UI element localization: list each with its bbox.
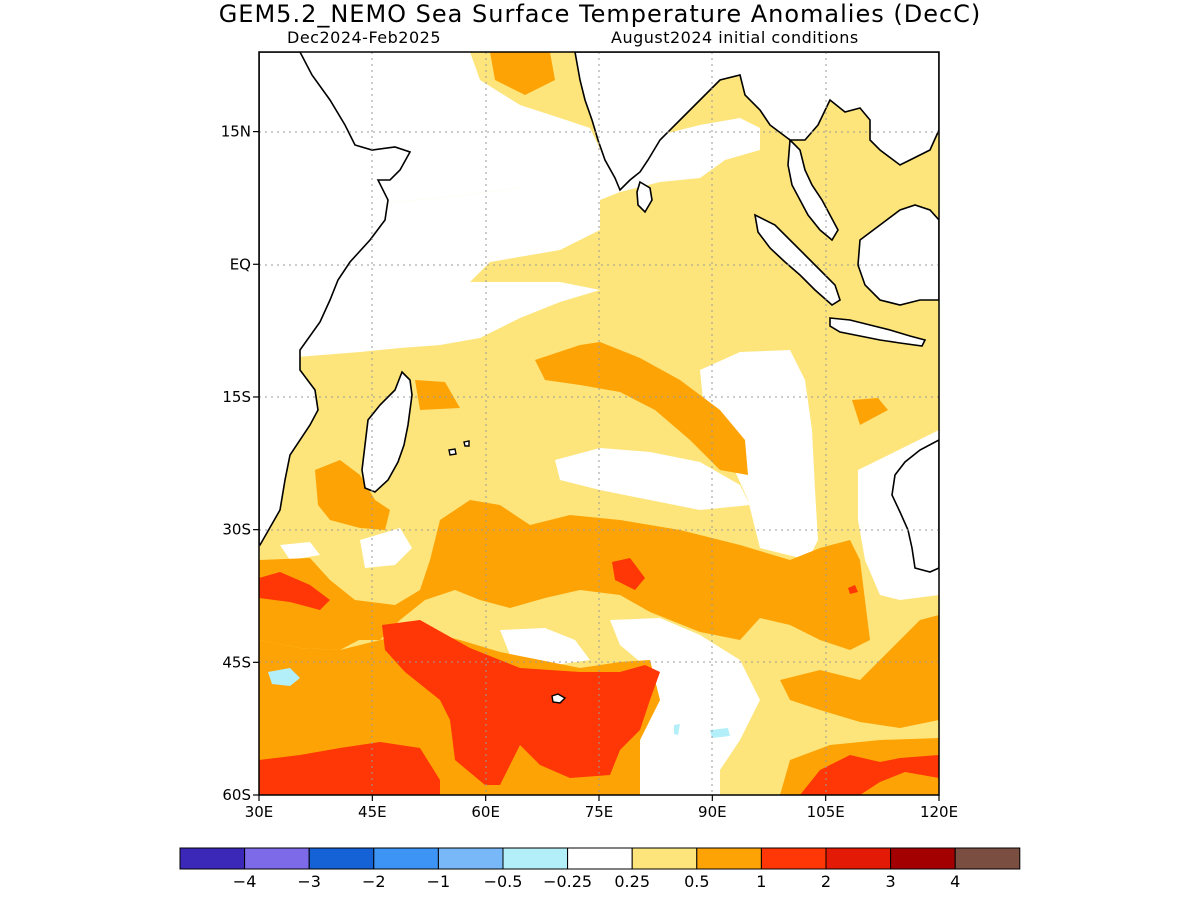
colorbar-label: 2 xyxy=(821,872,831,891)
land-africa-arabia xyxy=(259,52,412,546)
colorbar-label: −4 xyxy=(233,872,257,891)
colorbar-swatch xyxy=(308,847,375,870)
anomaly-white-southern-4 xyxy=(360,528,412,568)
lon-tick-label: 75E xyxy=(585,803,614,821)
colorbar-swatch xyxy=(760,847,827,870)
anomaly-orange-arabian-north xyxy=(490,52,555,95)
colorbar-swatch xyxy=(502,847,569,870)
land-sumatra xyxy=(753,213,841,306)
chart-title: GEM5.2_NEMO Sea Surface Temperature Anom… xyxy=(218,0,982,28)
colorbar-swatch xyxy=(567,847,633,870)
anomaly-white-south-central xyxy=(555,448,750,510)
anomaly-blue-patch-3 xyxy=(674,724,680,735)
colorbar-label: 1 xyxy=(756,872,766,891)
colorbar-label: −0.25 xyxy=(543,872,592,891)
colorbar-swatch xyxy=(890,847,956,870)
anomaly-red-southwest xyxy=(259,742,440,795)
lat-tick-label: 15N xyxy=(221,123,251,141)
lat-tick-label: 60S xyxy=(222,786,251,804)
colorbar-label: 4 xyxy=(950,872,960,891)
anomaly-orange-southeast xyxy=(780,615,939,728)
land-sri-lanka xyxy=(636,180,653,214)
lon-tick-label: 105E xyxy=(807,803,845,821)
colorbar-swatch xyxy=(244,847,310,870)
colorbar-label: −2 xyxy=(362,872,386,891)
lon-tick-label: 90E xyxy=(698,803,727,821)
colorbar-swatch xyxy=(179,847,246,870)
colorbar-swatch xyxy=(373,847,439,870)
forecast-period: Dec2024-Feb2025 xyxy=(287,28,441,47)
land-borneo xyxy=(857,204,939,306)
lat-tick-label: 45S xyxy=(222,653,251,671)
anomaly-red-southeast xyxy=(800,755,939,795)
colorbar-label: −0.5 xyxy=(484,872,523,891)
anomaly-white-east-central xyxy=(700,350,818,560)
colorbar-label: −1 xyxy=(427,872,451,891)
anomaly-orange-central xyxy=(535,342,748,475)
anomaly-red-southern-core xyxy=(382,620,660,785)
colorbar-label: 0.25 xyxy=(614,872,650,891)
grid-lines xyxy=(259,52,939,795)
anomaly-orange-south-band xyxy=(259,500,870,650)
anomaly-orange-east-small xyxy=(852,398,888,425)
lon-tick-label: 120E xyxy=(920,803,958,821)
colorbar-label: 3 xyxy=(886,872,896,891)
anomaly-red-east-dot xyxy=(848,585,858,594)
colorbar-swatch xyxy=(696,847,762,870)
longitude-axis: 30E 45E 60E 75E 90E 105E 120E xyxy=(245,795,958,821)
lon-tick-label: 30E xyxy=(245,803,274,821)
land-madagascar xyxy=(361,370,413,493)
land-australia xyxy=(891,439,939,573)
anomaly-orange-mascarene xyxy=(415,380,460,410)
anomaly-white-southern-5 xyxy=(280,542,320,560)
latitude-axis: 15N EQ 15S 30S 45S 60S xyxy=(221,123,259,804)
colorbar-swatch xyxy=(631,847,698,870)
colorbar-swatch xyxy=(954,847,1021,870)
land-java xyxy=(829,317,927,347)
anomaly-red-central-patch xyxy=(612,558,645,590)
colorbar: −4 −3 −2 −1 −0.5 −0.25 0.25 0.5 1 2 3 4 xyxy=(179,847,1021,891)
lat-tick-label: 30S xyxy=(222,521,251,539)
colorbar-label: −3 xyxy=(297,872,321,891)
anomaly-blue-patch-1 xyxy=(268,668,300,686)
anomaly-orange-madagascar xyxy=(315,460,390,530)
colorbar-label: 0.5 xyxy=(684,872,709,891)
lon-tick-label: 45E xyxy=(358,803,387,821)
lat-tick-label: 15S xyxy=(222,388,251,406)
initial-conditions-label: August2024 initial conditions xyxy=(611,28,859,47)
land-kerguelen xyxy=(551,693,567,704)
land-india-asia xyxy=(574,52,939,192)
colorbar-swatch xyxy=(825,847,892,870)
lat-tick-label: EQ xyxy=(230,255,251,273)
lon-tick-label: 60E xyxy=(471,803,500,821)
colorbar-swatch xyxy=(437,847,504,870)
anomaly-red-west-patch xyxy=(259,572,330,610)
anomaly-white-southern-3 xyxy=(500,628,590,665)
land-reunion-mauritius xyxy=(448,440,470,456)
anomaly-blue-patch-2 xyxy=(710,728,730,738)
